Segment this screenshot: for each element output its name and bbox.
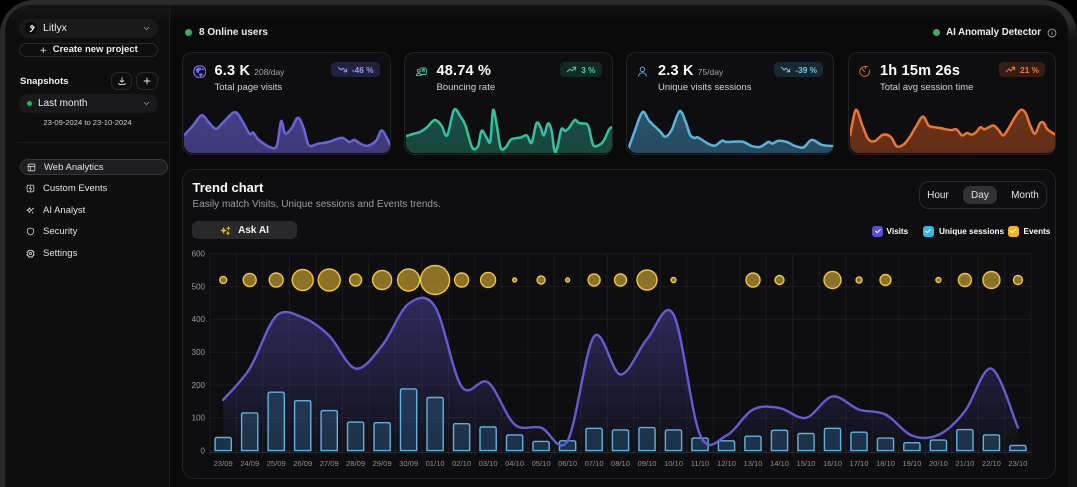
svg-text:11/10: 11/10	[691, 459, 709, 468]
svg-text:23/10: 23/10	[1008, 459, 1027, 468]
svg-text:24/09: 24/09	[240, 459, 259, 468]
svg-text:19/10: 19/10	[902, 459, 921, 468]
svg-text:26/09: 26/09	[293, 459, 312, 468]
svg-text:16/10: 16/10	[823, 459, 842, 468]
svg-text:17/10: 17/10	[849, 459, 868, 468]
svg-text:500: 500	[192, 282, 206, 291]
svg-text:25/09: 25/09	[267, 459, 286, 468]
svg-text:300: 300	[192, 348, 206, 357]
svg-text:04/10: 04/10	[505, 459, 524, 468]
svg-text:09/10: 09/10	[637, 459, 656, 468]
svg-text:15/10: 15/10	[796, 459, 815, 468]
svg-text:20/10: 20/10	[929, 459, 948, 468]
svg-text:12/10: 12/10	[717, 459, 736, 468]
svg-text:05/10: 05/10	[532, 459, 551, 468]
svg-text:13/10: 13/10	[743, 459, 762, 468]
svg-text:18/10: 18/10	[876, 459, 895, 468]
svg-text:14/10: 14/10	[770, 459, 789, 468]
svg-text:03/10: 03/10	[479, 459, 498, 468]
svg-text:23/09: 23/09	[214, 459, 233, 468]
svg-text:200: 200	[192, 381, 206, 390]
svg-text:30/09: 30/09	[399, 459, 418, 468]
svg-text:400: 400	[192, 315, 206, 324]
svg-text:100: 100	[192, 414, 206, 423]
svg-text:0: 0	[201, 446, 206, 455]
svg-text:600: 600	[192, 250, 206, 259]
svg-text:21/10: 21/10	[955, 459, 974, 468]
svg-text:10/10: 10/10	[664, 459, 683, 468]
svg-text:02/10: 02/10	[452, 459, 471, 468]
svg-text:07/10: 07/10	[585, 459, 604, 468]
svg-text:27/09: 27/09	[320, 459, 339, 468]
svg-text:22/10: 22/10	[982, 459, 1001, 468]
svg-text:06/10: 06/10	[558, 459, 577, 468]
svg-text:08/10: 08/10	[611, 459, 630, 468]
svg-text:01/10: 01/10	[426, 459, 445, 468]
svg-text:28/09: 28/09	[346, 459, 365, 468]
svg-text:29/09: 29/09	[373, 459, 392, 468]
